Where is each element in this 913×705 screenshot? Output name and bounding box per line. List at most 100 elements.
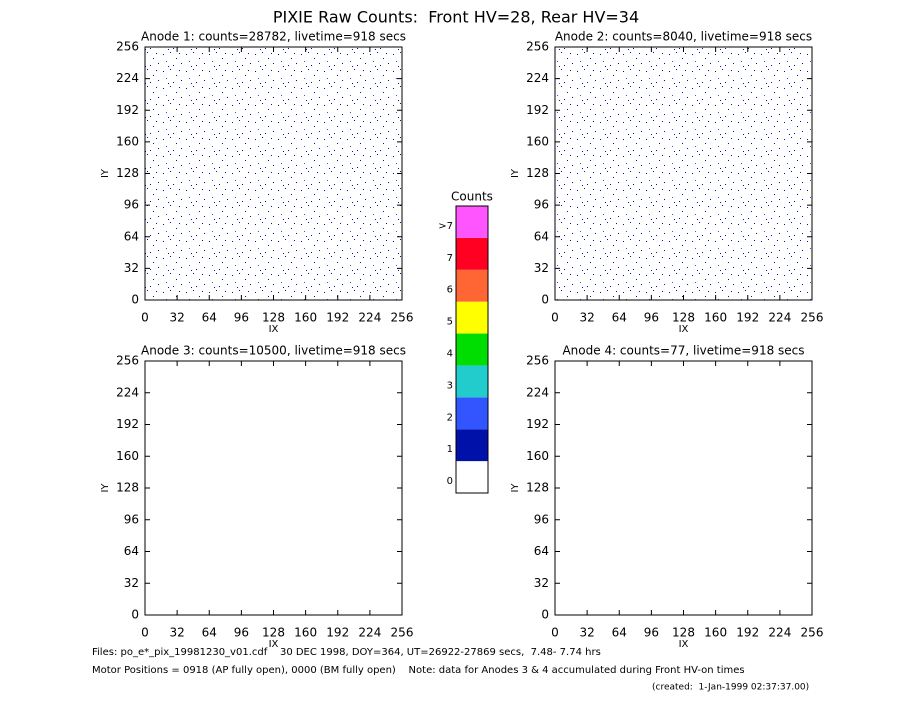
y-tick-label: 96 [124,198,139,212]
y-tick-label: 96 [124,512,139,526]
colorbar-swatch [456,301,488,334]
x-tick-label: 64 [612,311,627,325]
x-axis-label: IX [269,639,279,650]
colorbar-swatch [456,429,488,462]
colorbar-swatch [456,397,488,430]
colorbar-label: 6 [447,285,453,296]
colorbar-swatch [456,237,488,270]
y-tick-label: 192 [526,417,549,431]
x-tick-label: 160 [704,311,727,325]
footer-line: (created: 1-Jan-1999 02:37:37.00) [652,683,809,693]
x-tick-label: 256 [801,626,824,640]
y-tick-label: 256 [116,40,139,54]
x-tick-label: 128 [672,311,695,325]
colorbar-label: 5 [447,317,453,328]
x-tick-label: 0 [141,626,149,640]
x-tick-label: 0 [551,311,559,325]
colorbar-swatch [456,269,488,302]
y-tick-label: 0 [131,608,139,622]
x-tick-label: 96 [234,626,249,640]
x-tick-label: 96 [234,311,249,325]
y-tick-label: 192 [116,417,139,431]
y-axis-label: IY [510,168,521,178]
x-tick-label: 192 [736,626,759,640]
x-tick-label: 128 [672,626,695,640]
y-tick-label: 32 [124,576,139,590]
y-tick-label: 256 [526,40,549,54]
y-tick-label: 96 [534,512,549,526]
x-tick-label: 32 [579,311,594,325]
x-tick-label: 96 [644,311,659,325]
y-tick-label: 192 [526,103,549,117]
colorbar-frame [455,205,489,494]
y-tick-label: 32 [534,261,549,275]
colorbar-label: 1 [447,444,453,455]
x-tick-label: 64 [612,626,627,640]
y-axis-label: IY [510,483,521,493]
colorbar-label: 4 [447,349,453,360]
panel-title: Anode 4: counts=77, livetime=918 secs [562,344,804,358]
panel-title: Anode 1: counts=28782, livetime=918 secs [141,30,406,44]
x-tick-label: 256 [801,311,824,325]
y-tick-label: 128 [116,481,139,495]
y-tick-label: 32 [124,261,139,275]
colorbar-swatch [456,206,488,238]
x-tick-label: 64 [202,311,217,325]
y-tick-label: 128 [116,166,139,180]
y-tick-label: 224 [116,71,139,85]
x-tick-label: 96 [644,626,659,640]
y-tick-label: 64 [124,544,139,558]
y-tick-label: 64 [534,544,549,558]
x-tick-label: 256 [391,626,414,640]
count-map [145,47,402,300]
y-tick-label: 160 [526,449,549,463]
x-axis-label: IX [679,639,689,650]
plot-frame [144,360,403,616]
colorbar-label: 3 [447,380,453,391]
x-tick-label: 224 [768,311,791,325]
page-title: PIXIE Raw Counts: Front HV=28, Rear HV=3… [273,8,639,27]
colorbar-swatch [456,365,488,398]
y-tick-label: 256 [116,354,139,368]
panel-title: Anode 3: counts=10500, livetime=918 secs [141,344,406,358]
y-tick-label: 0 [131,293,139,307]
panel-title: Anode 2: counts=8040, livetime=918 secs [555,30,812,44]
x-tick-label: 160 [704,626,727,640]
y-tick-label: 32 [534,576,549,590]
x-axis-label: IX [269,324,279,335]
x-tick-label: 128 [262,626,285,640]
y-tick-label: 224 [526,385,549,399]
y-tick-label: 160 [116,134,139,148]
x-tick-label: 192 [326,311,349,325]
y-tick-label: 224 [116,385,139,399]
x-tick-label: 160 [294,626,317,640]
x-tick-label: 160 [294,311,317,325]
x-tick-label: 224 [768,626,791,640]
y-tick-label: 192 [116,103,139,117]
colorbar-swatch [456,333,488,366]
x-tick-label: 192 [326,626,349,640]
x-tick-label: 32 [169,311,184,325]
y-tick-label: 128 [526,166,549,180]
y-tick-label: 96 [534,198,549,212]
colorbar-label: 7 [447,253,453,264]
footer-line: Motor Positions = 0918 (AP fully open), … [92,665,745,676]
y-axis-label: IY [100,168,111,178]
colorbar-title: Counts [451,190,493,204]
x-tick-label: 0 [551,626,559,640]
x-tick-label: 224 [358,311,381,325]
x-tick-label: 64 [202,626,217,640]
x-tick-label: 256 [391,311,414,325]
y-tick-label: 0 [541,608,549,622]
y-tick-label: 0 [541,293,549,307]
y-tick-label: 224 [526,71,549,85]
x-axis-label: IX [679,324,689,335]
y-tick-label: 128 [526,481,549,495]
colorbar-label: 2 [447,412,453,423]
y-tick-label: 160 [526,134,549,148]
y-tick-label: 160 [116,449,139,463]
y-tick-label: 64 [534,229,549,243]
colorbar-label: 0 [447,476,453,487]
